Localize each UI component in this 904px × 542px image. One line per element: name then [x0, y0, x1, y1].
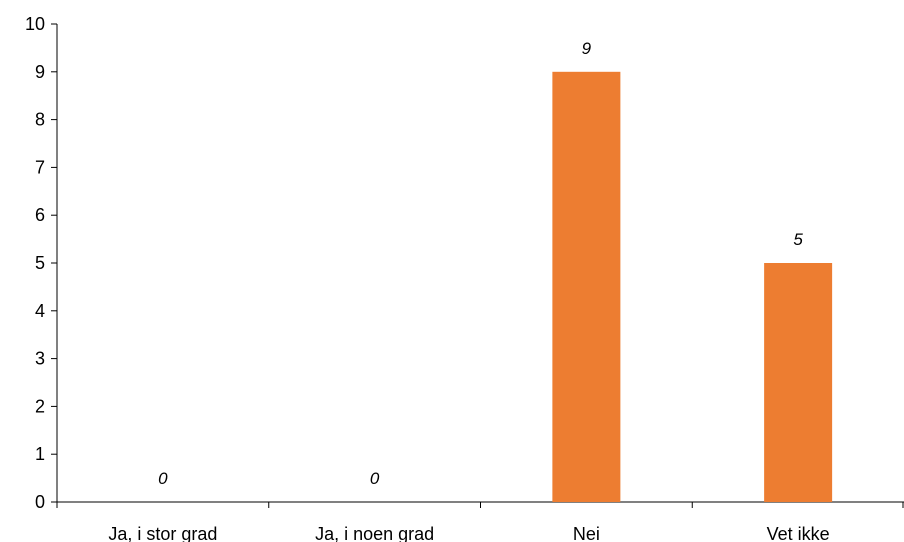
data-label: 5 — [793, 230, 803, 249]
x-axis: Ja, i stor grad Ja, i noen grad Nei Vet ikk… — [56, 501, 904, 542]
y-tick-label: 6 — [35, 205, 45, 225]
y-tick-label: 4 — [35, 301, 45, 321]
data-label: 9 — [582, 39, 592, 58]
y-axis: 0 1 2 3 4 5 6 7 8 9 10 — [25, 14, 58, 512]
bar — [552, 71, 621, 503]
x-tick-label: Ja, i noen grad — [315, 524, 434, 542]
y-tick-label: 9 — [35, 62, 45, 82]
bar — [764, 263, 833, 502]
y-tick-label: 3 — [35, 349, 45, 369]
y-tick-label: 1 — [35, 444, 45, 464]
y-tick-label: 0 — [35, 492, 45, 512]
y-tick-label: 10 — [25, 14, 45, 34]
data-label: 0 — [370, 469, 380, 488]
bars — [552, 71, 833, 503]
y-tick-label: 5 — [35, 253, 45, 273]
x-tick-label: Nei — [573, 524, 600, 542]
x-tick-label: Ja, i stor grad — [108, 524, 217, 542]
y-tick-label: 8 — [35, 110, 45, 130]
data-label: 0 — [158, 469, 168, 488]
y-tick-label: 2 — [35, 396, 45, 416]
data-labels: 0 0 9 5 — [158, 39, 803, 488]
x-tick-label: Vet ikke — [767, 524, 830, 542]
y-tick-label: 7 — [35, 157, 45, 177]
